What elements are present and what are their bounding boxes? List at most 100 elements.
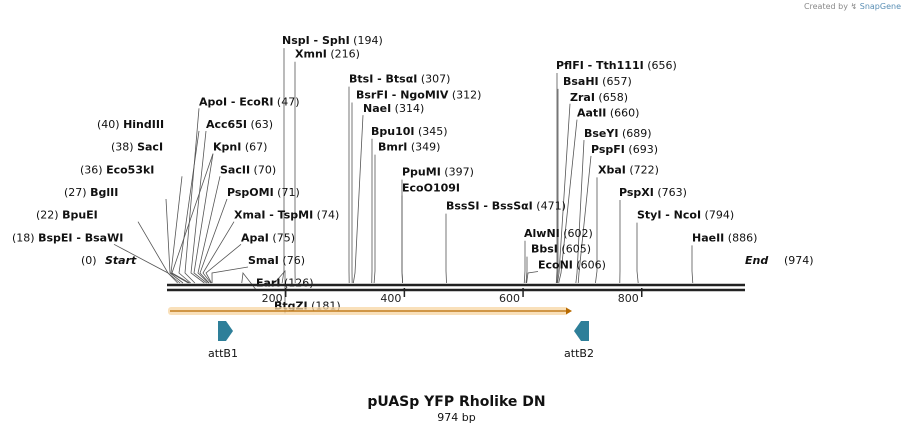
site-ppumi[interactable]: PpuMI (397): [402, 166, 474, 179]
site-bsahi[interactable]: BsaHI (657): [563, 75, 632, 88]
site-eco53ki[interactable]: (36) Eco53kI: [80, 163, 154, 176]
site-position: (307): [417, 73, 450, 86]
site-pspxi[interactable]: PspXI (763): [619, 186, 687, 199]
leader-line-kpni: [193, 153, 214, 284]
site-bpu10i[interactable]: Bpu10I (345): [371, 125, 448, 138]
site-position: (658): [595, 91, 628, 104]
svg-text:EcoO109I: EcoO109I: [402, 181, 460, 194]
end-label: End: [745, 254, 768, 267]
site-xmai[interactable]: XmaI - TspMI (74): [234, 209, 339, 222]
leader-line-pflfi: [555, 73, 558, 284]
site-smai[interactable]: SmaI (76): [248, 254, 305, 267]
site-bglii[interactable]: (27) BglII: [64, 186, 118, 199]
site-name: EcoNI: [538, 259, 573, 272]
site-ecoo109i[interactable]: EcoO109I: [402, 181, 460, 194]
site-alwni[interactable]: AlwNI (602): [524, 227, 593, 240]
site-bmri[interactable]: BmrI (349): [378, 141, 440, 154]
leader-line-bglii: [165, 198, 184, 284]
svg-text:StyI - NcoI (794): StyI - NcoI (794): [637, 209, 734, 222]
leader-line-sacii: [197, 176, 221, 284]
svg-text:SacII (70): SacII (70): [220, 163, 276, 176]
site-position: (602): [560, 227, 593, 240]
orf-bar[interactable]: [168, 307, 572, 315]
site-apai[interactable]: ApaI (75): [241, 231, 295, 244]
site-position: (18): [12, 231, 38, 244]
svg-text:BbsI (605): BbsI (605): [531, 243, 591, 256]
site-econi[interactable]: EcoNI (606): [538, 259, 606, 272]
site-position: (76): [279, 254, 305, 267]
site-nspi[interactable]: NspI - SphI (194): [282, 34, 383, 47]
site-btsi[interactable]: BtsI - BtsαI (307): [349, 73, 450, 86]
site-position: (71): [274, 186, 300, 199]
site-name: BsrFI - NgoMIV: [356, 89, 449, 102]
site-name: HaeII: [692, 231, 724, 244]
site-pspfi[interactable]: PspFI (693): [591, 143, 658, 156]
site-name: PflFI - Tth111I: [556, 59, 644, 72]
svg-text:PflFI - Tth111I (656): PflFI - Tth111I (656): [556, 59, 677, 72]
svg-text:(27) BglII: (27) BglII: [64, 186, 118, 199]
site-pspomi[interactable]: PspOMI (71): [227, 186, 300, 199]
credit-brand: SnapGene: [859, 2, 901, 11]
site-kpni[interactable]: KpnI (67): [213, 141, 267, 154]
leader-line-xmai: [202, 221, 235, 284]
site-name: BsaHI: [563, 75, 599, 88]
site-position: (67): [241, 141, 267, 154]
site-position: (606): [573, 259, 606, 272]
site-name: BssSI - BssSαI: [446, 200, 533, 213]
feature-attb1-label: attB1: [208, 347, 238, 360]
site-name: BtsI - BtsαI: [349, 73, 417, 86]
site-bpuei[interactable]: (22) BpuEI: [36, 209, 98, 222]
site-position: (345): [415, 125, 448, 138]
site-haeii[interactable]: HaeII (886): [692, 231, 757, 244]
axis-tick-label: 200: [262, 292, 283, 305]
feature-attb1[interactable]: attB1: [208, 321, 238, 360]
credit-prefix: Created by: [803, 2, 848, 11]
svg-text:BsaHI (657): BsaHI (657): [563, 75, 632, 88]
site-position: (75): [269, 231, 295, 244]
svg-text:PpuMI (397): PpuMI (397): [402, 166, 474, 179]
site-bsrfi[interactable]: BsrFI - NgoMIV (312): [356, 89, 481, 102]
site-naei[interactable]: NaeI (314): [363, 102, 424, 115]
site-bspei[interactable]: (18) BspEI - BsaWI: [12, 231, 123, 244]
site-styi[interactable]: StyI - NcoI (794): [637, 209, 734, 222]
site-apoi[interactable]: ApoI - EcoRI (47): [199, 95, 300, 108]
svg-text:XmnI (216): XmnI (216): [295, 48, 360, 61]
site-zrai[interactable]: ZraI (658): [570, 91, 628, 104]
svg-text:AlwNI (602): AlwNI (602): [524, 227, 593, 240]
site-name: Acc65I: [206, 118, 247, 131]
site-name: NspI - SphI: [282, 34, 350, 47]
site-xmni[interactable]: XmnI (216): [295, 48, 360, 61]
site-eari[interactable]: EarI (126): [256, 277, 314, 290]
site-hindiii[interactable]: (40) HindIII: [97, 118, 164, 131]
leader-line-apoi: [184, 108, 200, 284]
site-name: BbsI: [531, 243, 558, 256]
svg-text:BsrFI - NgoMIV (312): BsrFI - NgoMIV (312): [356, 89, 481, 102]
site-bseyi[interactable]: BseYI (689): [584, 127, 652, 140]
feature-attb2[interactable]: attB2: [564, 321, 594, 360]
site-acc65i[interactable]: Acc65I (63): [206, 118, 273, 131]
site-position: (38): [111, 141, 137, 154]
site-saci[interactable]: (38) SacI: [111, 141, 163, 154]
svg-text:HaeII (886): HaeII (886): [692, 231, 757, 244]
start-position: (0): [81, 254, 97, 267]
site-position: (40): [97, 118, 123, 131]
site-bbsi[interactable]: BbsI (605): [531, 243, 591, 256]
leader-line-aatii: [558, 119, 578, 284]
site-position: (657): [599, 75, 632, 88]
svg-text:SmaI (76): SmaI (76): [248, 254, 305, 267]
site-aatii[interactable]: AatII (660): [577, 107, 639, 120]
svg-text:BseYI (689): BseYI (689): [584, 127, 652, 140]
axis-tick-label: 600: [499, 292, 520, 305]
site-name: ZraI: [570, 91, 595, 104]
site-bsssi[interactable]: BssSI - BssSαI (471): [446, 200, 566, 213]
site-name: ApaI: [241, 231, 269, 244]
site-xbai[interactable]: XbaI (722): [598, 163, 659, 176]
site-sacii[interactable]: SacII (70): [220, 163, 276, 176]
site-name: PspOMI: [227, 186, 274, 199]
site-name: HindIII: [123, 118, 164, 131]
svg-text:(38) SacI: (38) SacI: [111, 141, 163, 154]
site-position: (660): [606, 107, 639, 120]
site-pflfi[interactable]: PflFI - Tth111I (656): [556, 59, 677, 72]
leader-line-naei: [352, 115, 364, 284]
site-position: (312): [448, 89, 481, 102]
